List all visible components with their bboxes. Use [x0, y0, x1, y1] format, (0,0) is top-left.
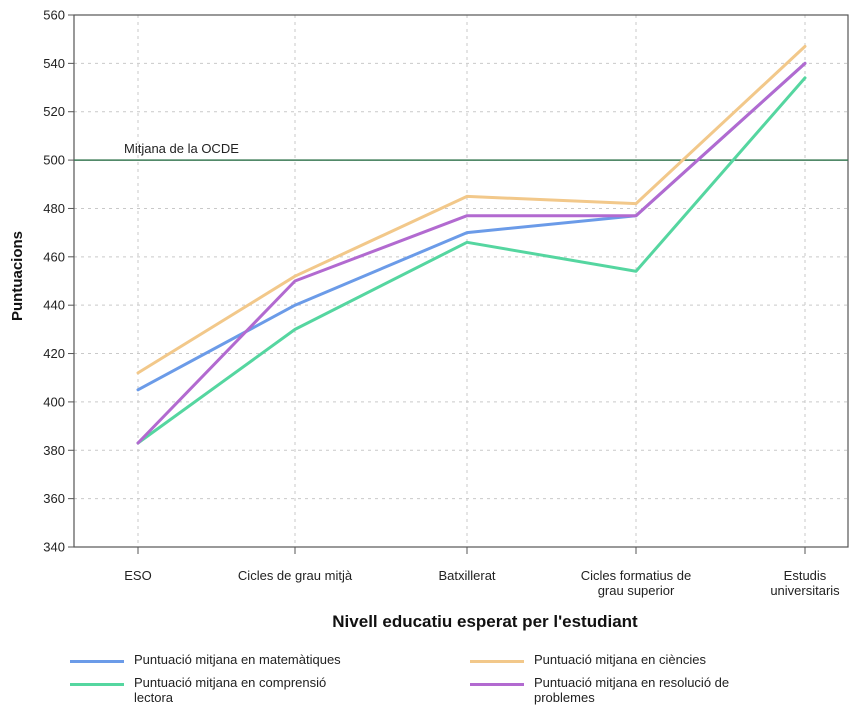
series-line: [136, 76, 807, 445]
x-tick-label-line: grau superior: [598, 583, 675, 598]
y-tick-label: 440: [43, 298, 65, 313]
y-tick-label: 500: [43, 153, 65, 168]
plot-frame: [73, 14, 849, 548]
x-tick-label: ESO: [124, 568, 151, 583]
x-tick-label: Estudis universitaris: [770, 568, 840, 598]
series-line: [136, 61, 807, 445]
x-tick-label-line: Cicles formatius de: [581, 568, 692, 583]
y-tick-label: 360: [43, 491, 65, 506]
series-line: [136, 44, 807, 375]
x-tick-label-line: Estudis: [784, 568, 827, 583]
y-tick-label: 400: [43, 394, 65, 409]
y-tick-label: 560: [43, 8, 65, 23]
x-tick-label-line: universitaris: [770, 583, 840, 598]
y-tick-label: 540: [43, 56, 65, 71]
y-tick-label: 380: [43, 443, 65, 458]
x-axis-title: Nivell educatiu esperat per l'estudiant: [332, 612, 638, 631]
y-tick-label: 460: [43, 249, 65, 264]
grid: [74, 15, 848, 547]
y-tick-label: 520: [43, 104, 65, 119]
x-tick-label: Batxillerat: [438, 568, 495, 583]
reference-line-label: Mitjana de la OCDE: [124, 141, 239, 156]
x-tick-label: Cicles formatius de grau superior: [581, 568, 692, 598]
series-lines: Mitjana de la OCDE: [74, 44, 848, 445]
x-tick-label-line: Batxillerat: [438, 568, 495, 583]
x-tick-label-line: ESO: [124, 568, 151, 583]
y-tick-label: 340: [43, 540, 65, 555]
x-tick-label: Cicles de grau mitjà: [238, 568, 353, 583]
y-tick-label: 480: [43, 201, 65, 216]
y-axis-title: Puntuacions: [9, 231, 26, 321]
y-tick-label: 420: [43, 346, 65, 361]
axes: 340 360 380 400 420 440 460 480 500 520 540 560 ESO C…: [43, 8, 849, 598]
x-tick-label-line: Cicles de grau mitjà: [238, 568, 353, 583]
